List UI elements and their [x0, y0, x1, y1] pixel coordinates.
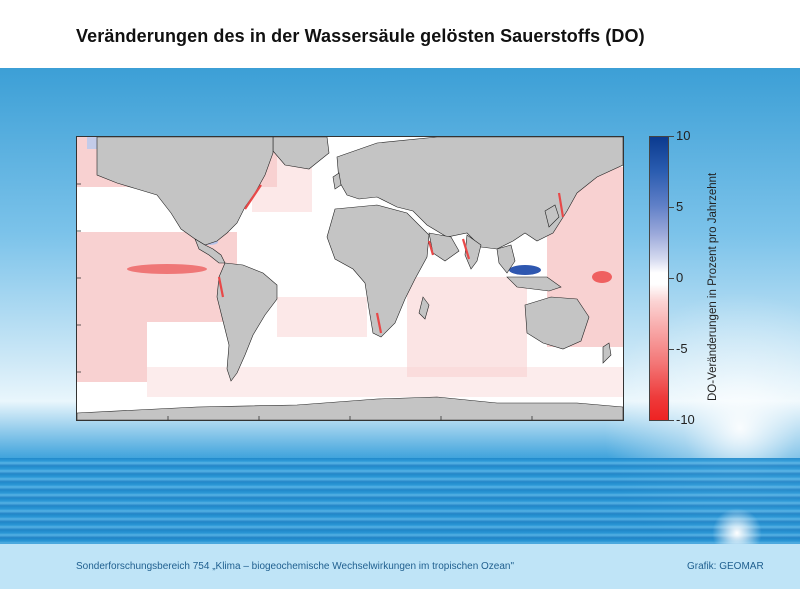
land-new-zealand — [602, 342, 612, 364]
anomaly-indian-ocean — [407, 277, 527, 377]
world-map-svg — [77, 137, 623, 420]
anomaly-west-india — [461, 238, 471, 260]
colorbar-tick-label: -5 — [676, 341, 688, 356]
anomaly-equatorial-pacific — [127, 264, 207, 274]
anomaly-west-africa — [375, 312, 383, 334]
land-southeast-asia — [496, 244, 516, 274]
anomaly-south-atlantic — [277, 297, 367, 337]
land-africa — [326, 204, 430, 338]
map-ticks — [77, 183, 533, 420]
anomaly-us-east-coast — [244, 184, 262, 210]
footer-credit: Sonderforschungsbereich 754 „Klima – bio… — [76, 561, 515, 572]
land-arabia — [428, 232, 460, 262]
anomaly-philippine-sea — [509, 265, 541, 275]
colorbar-tick-label: 10 — [676, 128, 691, 143]
land-antarctica — [77, 396, 623, 420]
sea-surface — [0, 458, 800, 544]
footer: Sonderforschungsbereich 754 „Klima – bio… — [0, 544, 800, 589]
continents — [77, 137, 623, 420]
land-madagascar — [418, 296, 430, 320]
anomaly-japan-coast — [557, 192, 565, 218]
colorbar-tick — [669, 136, 674, 137]
world-map — [76, 136, 624, 421]
land-japan — [544, 204, 560, 228]
anomaly-east-pacific — [592, 271, 612, 283]
colorbar-tick-label: 5 — [676, 199, 684, 214]
colorbar — [649, 136, 669, 421]
land-north-america — [96, 137, 274, 246]
anomaly-east-africa — [427, 240, 435, 256]
land-uk — [332, 172, 342, 190]
land-australia — [524, 296, 590, 350]
page-title: Veränderungen des in der Wassersäule gel… — [76, 26, 645, 46]
anomaly-peru-coast — [217, 276, 225, 298]
land-indonesia — [506, 276, 562, 292]
colorbar-axis-label: DO-Veränderungen in Prozent pro Jahrzehn… — [707, 172, 719, 401]
coastal-anomalies — [217, 184, 565, 334]
colorbar-tick — [669, 349, 674, 350]
colorbar-tick — [669, 420, 674, 421]
sun-reflection — [712, 508, 762, 544]
colorbar-tick — [669, 278, 674, 279]
header: Veränderungen des in der Wassersäule gel… — [0, 0, 800, 68]
colorbar-tick-label: 0 — [676, 270, 684, 285]
anomaly-tropical-pacific — [77, 232, 237, 322]
colorbar-tick-label: -10 — [676, 412, 695, 427]
anomaly-southern-ocean — [147, 367, 623, 397]
land-south-america — [216, 262, 278, 382]
colorbar-tick — [669, 207, 674, 208]
land-india — [464, 234, 482, 270]
footer-graphic-credit: Grafik: GEOMAR — [687, 561, 764, 572]
anomaly-south-pacific — [77, 322, 147, 382]
